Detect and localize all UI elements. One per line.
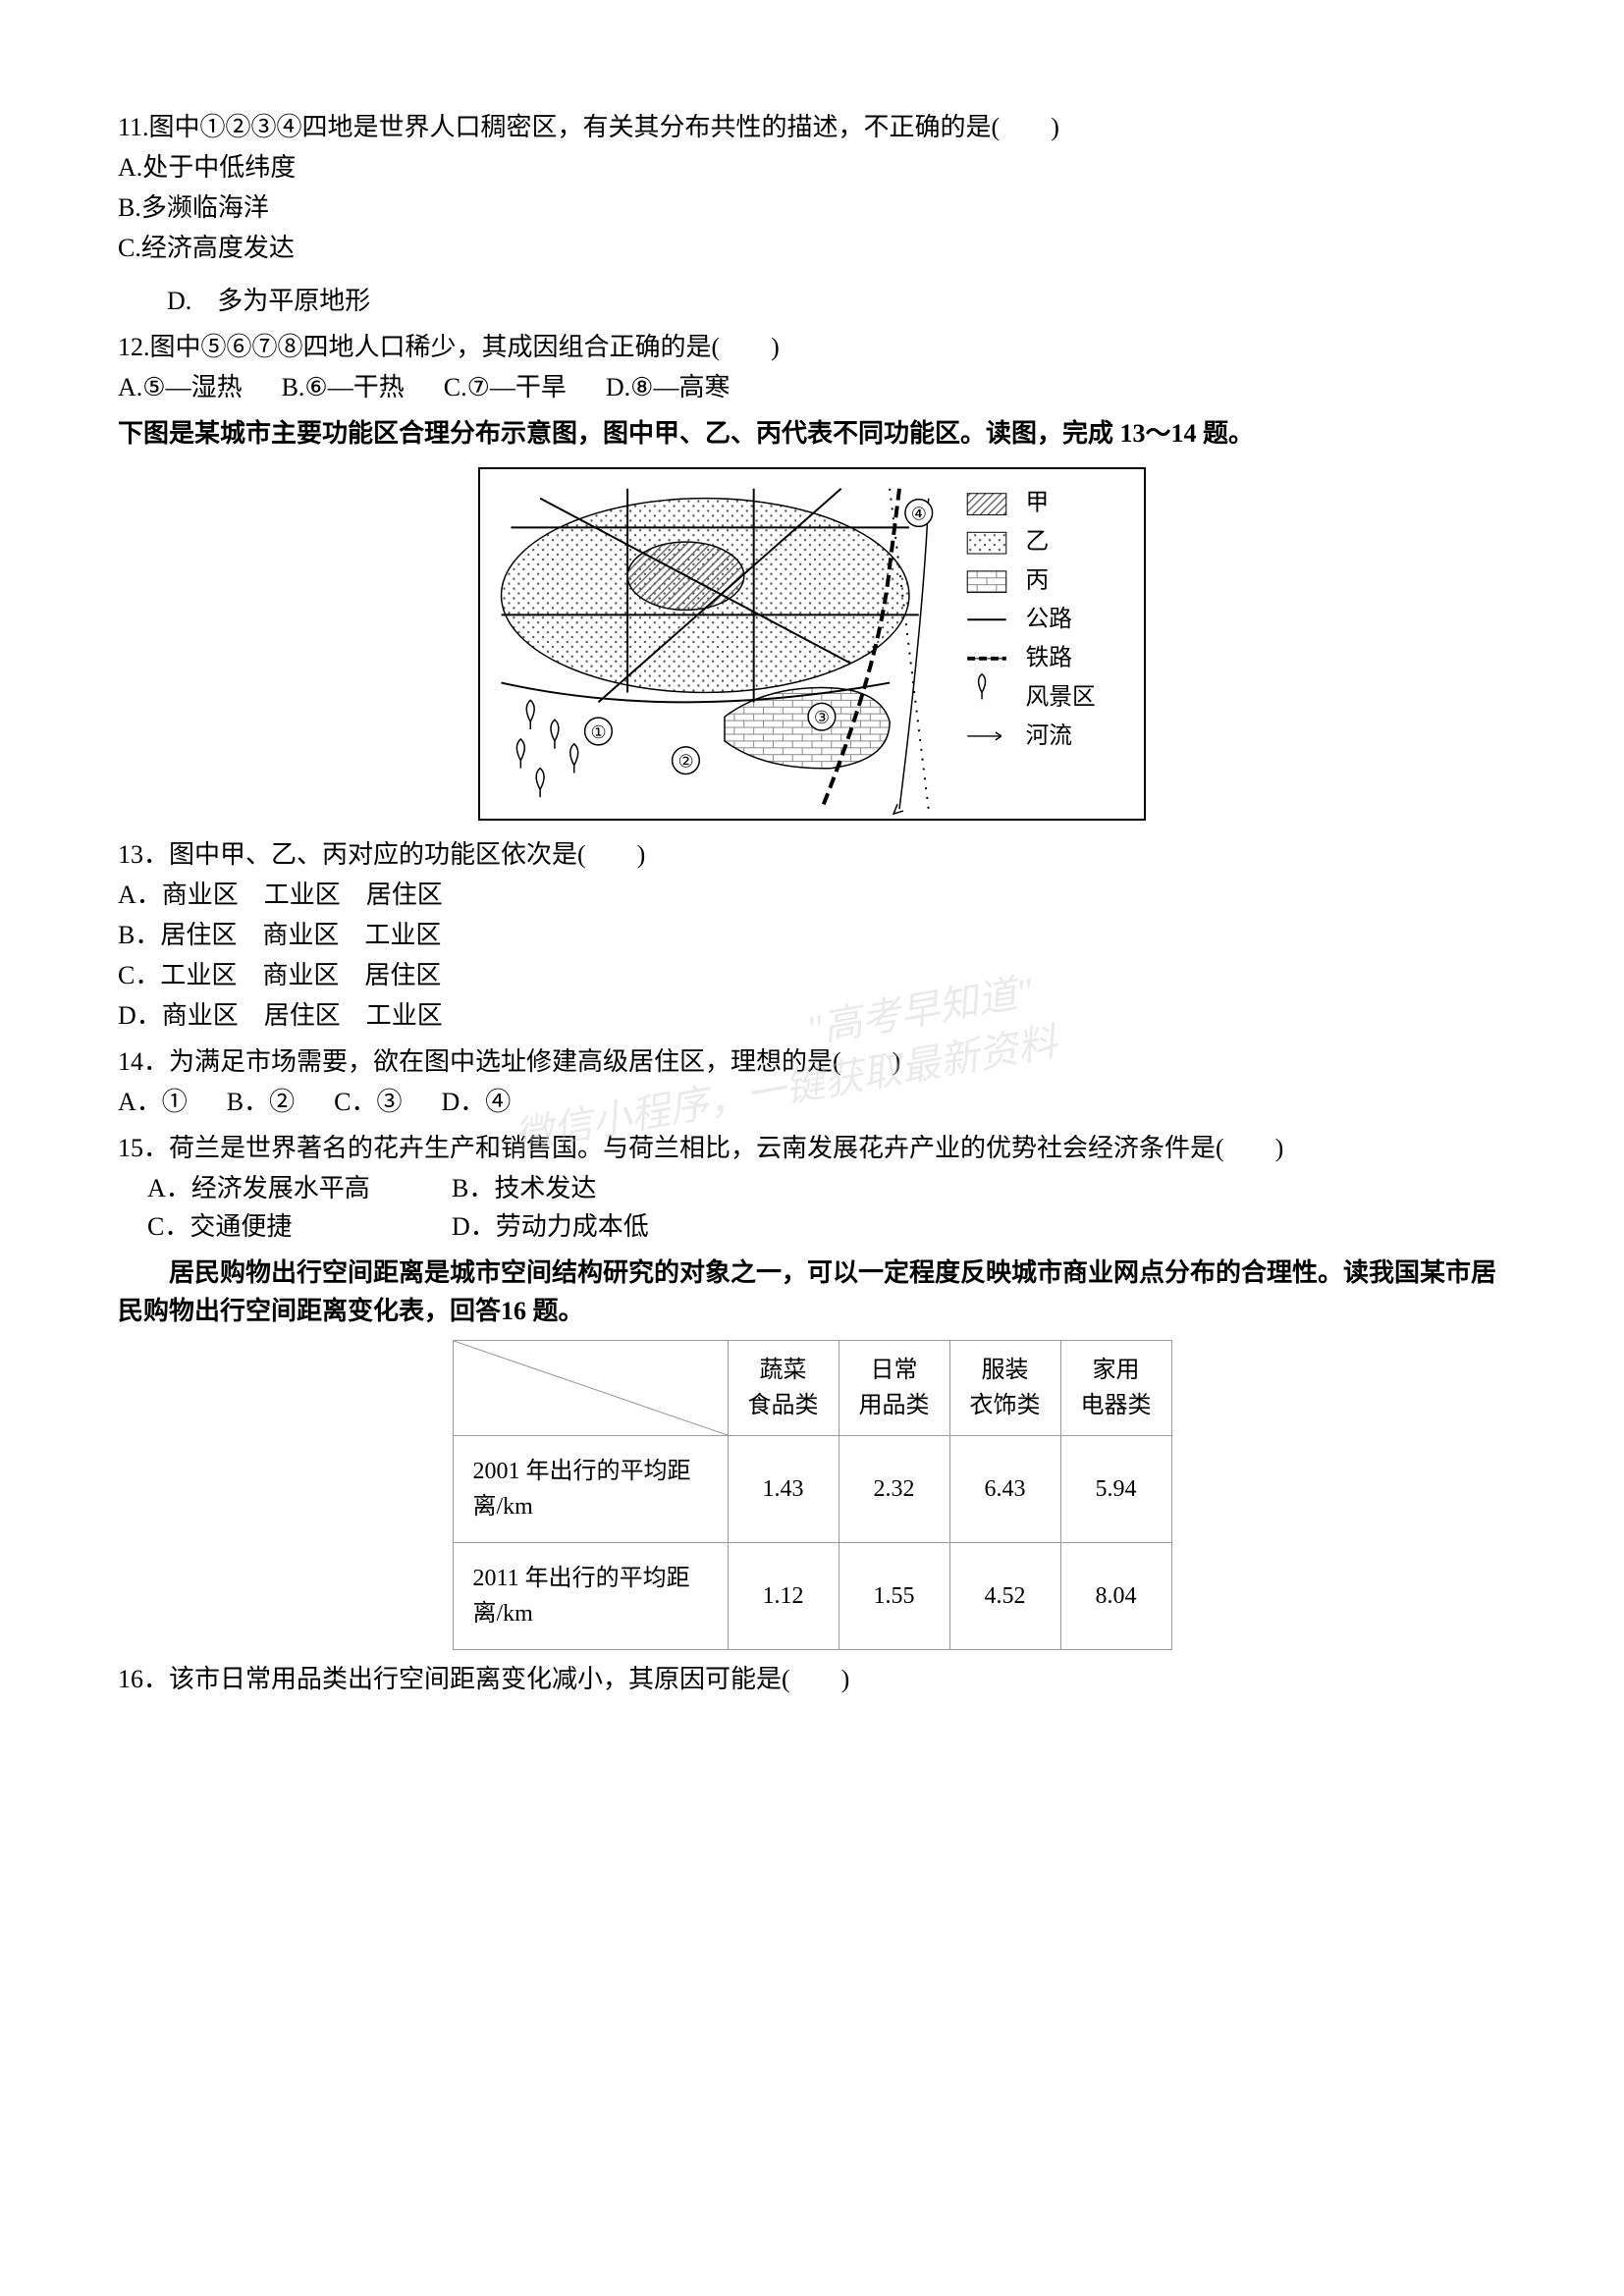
- legend-scenic: 风景区: [1026, 684, 1096, 710]
- q13-option-d: D．商业区 居住区 工业区: [118, 996, 1506, 1035]
- q15-option-a: A．经济发展水平高: [147, 1169, 422, 1207]
- marker-1: ①: [585, 718, 613, 745]
- svg-text:③: ③: [814, 708, 830, 727]
- page-content: 11.图中①②③④四地是世界人口稠密区，有关其分布共性的描述，不正确的是( ) …: [118, 108, 1506, 1698]
- tree-icon: [551, 720, 559, 749]
- table-header-col1: 蔬菜 食品类: [728, 1341, 839, 1436]
- table-header-col4: 家用 电器类: [1060, 1341, 1171, 1436]
- table-cell: 4.52: [949, 1543, 1060, 1650]
- map-diagram: ① ② ③ ④ 甲 乙 丙: [118, 467, 1506, 821]
- q11-option-d: D. 多为平原地形: [167, 282, 1506, 320]
- table-cell: 5.94: [1060, 1436, 1171, 1543]
- table-cell: 1.43: [728, 1436, 839, 1543]
- tree-icon: [570, 744, 578, 774]
- tree-icon: [526, 700, 534, 729]
- river-line: [899, 499, 929, 809]
- question-14: 14．为满足市场需要，欲在图中选址修建高级居住区，理想的是( ) A．① B．②…: [118, 1042, 1506, 1121]
- data-table: 蔬菜 食品类 日常 用品类 服装 衣饰类 家用 电器类 2001 年出行的平均距…: [118, 1340, 1506, 1650]
- q15-option-d: D．劳动力成本低: [452, 1207, 649, 1246]
- svg-text:②: ②: [677, 752, 693, 772]
- shopping-distance-table: 蔬菜 食品类 日常 用品类 服装 衣饰类 家用 电器类 2001 年出行的平均距…: [453, 1340, 1172, 1650]
- q13-option-c: C．工业区 商业区 居住区: [118, 956, 1506, 994]
- q12-option-a: A.⑤—湿热: [118, 368, 243, 406]
- q11-stem: 11.图中①②③④四地是世界人口稠密区，有关其分布共性的描述，不正确的是( ): [118, 108, 1506, 146]
- q12-option-d: D.⑧—高寒: [606, 368, 731, 406]
- row-label: 2011 年出行的平均距离/km: [453, 1543, 728, 1650]
- q16-stem: 16．该市日常用品类出行空间距离变化减小，其原因可能是( ): [118, 1660, 1506, 1698]
- q12-options: A.⑤—湿热 B.⑥—干热 C.⑦—干旱 D.⑧—高寒: [118, 368, 1506, 406]
- table-cell: 2.32: [839, 1436, 949, 1543]
- table-row: 2001 年出行的平均距离/km 1.43 2.32 6.43 5.94: [453, 1436, 1171, 1543]
- q11-option-b: B.多濒临海洋: [118, 188, 1506, 227]
- q14-option-b: B．②: [227, 1083, 295, 1121]
- q14-options: A．① B．② C．③ D．④: [118, 1083, 1506, 1121]
- river-arrow: [893, 804, 903, 814]
- legend-jia: 甲: [1026, 491, 1050, 516]
- legend-bing: 丙: [1026, 568, 1050, 594]
- marker-3: ③: [808, 703, 836, 730]
- table-row: 2011 年出行的平均距离/km 1.12 1.55 4.52 8.04: [453, 1543, 1171, 1650]
- q13-stem: 13．图中甲、乙、丙对应的功能区依次是( ): [118, 835, 1506, 874]
- table-cell: 1.12: [728, 1543, 839, 1650]
- q15-option-c: C．交通便捷: [147, 1207, 422, 1246]
- intro-16-text: 居民购物出行空间距离是城市空间结构研究的对象之一，可以一定程度反映城市商业网点分…: [118, 1254, 1506, 1330]
- q14-option-c: C．③: [334, 1083, 402, 1121]
- table-cell: 1.55: [839, 1543, 949, 1650]
- q15-stem: 15．荷兰是世界著名的花卉生产和销售国。与荷兰相比，云南发展花卉产业的优势社会经…: [118, 1129, 1506, 1167]
- table-diag-header: [453, 1341, 728, 1436]
- q14-option-d: D．④: [441, 1083, 511, 1121]
- intro-1314: 下图是某城市主要功能区合理分布示意图，图中甲、乙、丙代表不同功能区。读图，完成 …: [118, 414, 1506, 453]
- svg-text:④: ④: [911, 504, 927, 523]
- q13-option-a: A．商业区 工业区 居住区: [118, 876, 1506, 914]
- q14-option-a: A．①: [118, 1083, 188, 1121]
- question-12: 12.图中⑤⑥⑦⑧四地人口稀少，其成因组合正确的是( ) A.⑤—湿热 B.⑥—…: [118, 328, 1506, 406]
- tree-icon: [516, 739, 524, 769]
- q15-option-b: B．技术发达: [452, 1169, 596, 1207]
- legend-rail: 铁路: [1026, 645, 1073, 671]
- marker-4: ④: [905, 500, 933, 527]
- question-15: 15．荷兰是世界著名的花卉生产和销售国。与荷兰相比，云南发展花卉产业的优势社会经…: [118, 1129, 1506, 1246]
- q13-option-b: B．居住区 商业区 工业区: [118, 916, 1506, 954]
- table-header-col2: 日常 用品类: [839, 1341, 949, 1436]
- q12-option-c: C.⑦—干旱: [444, 368, 567, 406]
- legend-yi: 乙: [1026, 529, 1050, 555]
- svg-text:①: ①: [590, 722, 606, 742]
- marker-2: ②: [673, 747, 700, 774]
- q14-stem: 14．为满足市场需要，欲在图中选址修建高级居住区，理想的是( ): [118, 1042, 1506, 1081]
- intro-16: 居民购物出行空间距离是城市空间结构研究的对象之一，可以一定程度反映城市商业网点分…: [118, 1254, 1506, 1330]
- q11-option-a: A.处于中低纬度: [118, 148, 1506, 187]
- table-cell: 8.04: [1060, 1543, 1171, 1650]
- city-map-svg: ① ② ③ ④ 甲 乙 丙: [478, 467, 1146, 821]
- row-label: 2001 年出行的平均距离/km: [453, 1436, 728, 1543]
- q12-stem: 12.图中⑤⑥⑦⑧四地人口稀少，其成因组合正确的是( ): [118, 328, 1506, 366]
- q12-option-b: B.⑥—干热: [282, 368, 405, 406]
- intro-1314-text: 下图是某城市主要功能区合理分布示意图，图中甲、乙、丙代表不同功能区。读图，完成 …: [118, 414, 1506, 453]
- legend-river: 河流: [1026, 722, 1072, 749]
- table-header-col3: 服装 衣饰类: [949, 1341, 1060, 1436]
- railway-line: [890, 489, 929, 809]
- q11-option-c: C.经济高度发达: [118, 229, 1506, 267]
- table-cell: 6.43: [949, 1436, 1060, 1543]
- question-16: 16．该市日常用品类出行空间距离变化减小，其原因可能是( ): [118, 1660, 1506, 1698]
- question-11: 11.图中①②③④四地是世界人口稠密区，有关其分布共性的描述，不正确的是( ) …: [118, 108, 1506, 320]
- legend-road: 公路: [1026, 606, 1073, 632]
- tree-icon: [536, 769, 544, 798]
- legend: 甲 乙 丙 公路 铁路 风景区 河流: [967, 491, 1096, 749]
- question-13: 13．图中甲、乙、丙对应的功能区依次是( ) A．商业区 工业区 居住区 B．居…: [118, 835, 1506, 1035]
